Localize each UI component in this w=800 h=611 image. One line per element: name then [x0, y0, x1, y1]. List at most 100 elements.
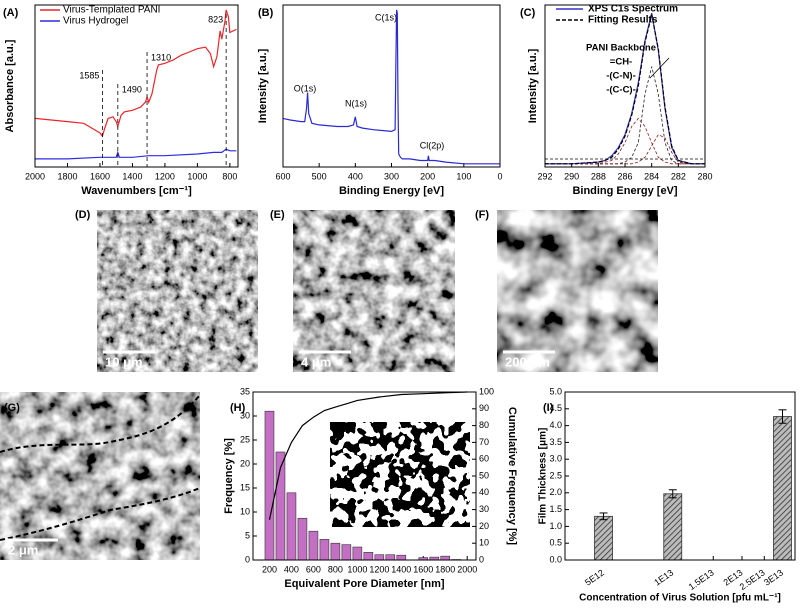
bar: [773, 416, 792, 561]
annotation: -(C-C)-: [606, 85, 636, 96]
x-tick-label: 400: [284, 564, 299, 574]
histogram-bar: [330, 542, 341, 561]
y-tick-label: 30: [240, 410, 250, 420]
y-axis-label: Film Thickness [μm]: [538, 428, 549, 525]
fit-component: [545, 117, 705, 165]
bar: [663, 493, 683, 561]
x-tick-label: 300: [384, 171, 399, 181]
x-tick-label: 292: [537, 171, 552, 181]
peak-label: 1490: [122, 84, 142, 94]
x-tick-label: 1000: [347, 564, 367, 574]
panel-label: (E): [270, 209, 285, 221]
y2-tick-label: 40: [479, 487, 489, 497]
y-tick-label: 2.5: [549, 470, 562, 480]
plot-frame: [282, 4, 501, 168]
y-tick-label: 2.0: [549, 487, 562, 497]
panel-label: (B): [258, 7, 274, 19]
boundary-line: [0, 487, 201, 541]
y-tick-label: 1.5: [549, 504, 562, 514]
plot-frame: [252, 391, 477, 561]
y-tick-label: 20: [240, 458, 250, 468]
scale-bar-label: 200 nm: [505, 354, 550, 369]
series-line: [34, 9, 237, 138]
x-tick-label: 288: [591, 171, 606, 181]
y-tick-label: 3.0: [549, 454, 562, 464]
histogram-bar: [286, 492, 297, 561]
x-axis-label: Binding Energy [eV]: [572, 185, 677, 197]
y-tick-label: 5.0: [549, 386, 562, 396]
x-tick-label: 284: [644, 171, 659, 181]
y-axis-label: Intensity [a.u.]: [257, 48, 269, 123]
histogram-bar: [341, 544, 352, 561]
y2-tick-label: 30: [479, 504, 489, 514]
y2-tick-label: 60: [479, 454, 489, 464]
panel-label: (A): [3, 7, 19, 19]
peak-label: 1310: [151, 52, 171, 62]
x-tick-label: 100: [456, 171, 471, 181]
legend-label: Virus Hydrogel: [63, 16, 128, 27]
histogram-bar: [440, 555, 451, 561]
x-tick-label: 200: [420, 171, 435, 181]
x-tick-label: 400: [348, 171, 363, 181]
annotation: N(1s): [345, 98, 367, 108]
y-tick-label: 25: [240, 434, 250, 444]
x-axis-label: Equivalent Pore Diameter [nm]: [284, 578, 444, 590]
panel-label: (I): [543, 402, 554, 414]
y-axis-label: Frequency [%]: [223, 438, 235, 514]
boundary-line: [0, 394, 201, 453]
x-tick-label: 600: [275, 171, 290, 181]
y-tick-label: 0: [245, 554, 250, 564]
y2-tick-label: 70: [479, 437, 489, 447]
annotation: PANI Backbone: [586, 43, 656, 54]
x-tick-label: 800: [222, 171, 237, 181]
y2-tick-label: 100: [479, 386, 494, 396]
x-axis-label: Binding Energy [eV]: [339, 185, 444, 197]
x-tick-label: 282: [671, 171, 686, 181]
annotation: =CH-: [610, 57, 632, 68]
y-tick-label: 1.0: [549, 521, 562, 531]
series-line: [545, 14, 705, 165]
y2-axis-label: Cumulative Frequency [%]: [506, 407, 518, 545]
x-tick-label: 1400: [391, 564, 411, 574]
legend-label: XPS C1s Spectrum: [588, 4, 678, 15]
x-axis-label: Wavenumbers [cm⁻¹]: [81, 185, 192, 197]
y-tick-label: 35: [240, 386, 250, 396]
x-tick-label: 1600: [413, 564, 433, 574]
annotation: O(1s): [294, 83, 317, 93]
y2-tick-label: 50: [479, 470, 489, 480]
x-tick-label: 500: [312, 171, 327, 181]
panel-label: (C): [520, 7, 536, 19]
y2-tick-label: 80: [479, 420, 489, 430]
x-axis-label: Concentration of Virus Solution [pfu mL⁻…: [579, 593, 781, 604]
x-tick-label: 280: [697, 171, 712, 181]
y-tick-label: 4.0: [549, 420, 562, 430]
histogram-bar: [396, 554, 407, 561]
y2-tick-label: 0: [479, 554, 484, 564]
plot-frame: [544, 4, 706, 168]
y2-tick-label: 10: [479, 538, 489, 548]
y2-tick-label: 20: [479, 521, 489, 531]
y-tick-label: 3.5: [549, 437, 562, 447]
plot-frame: [564, 391, 796, 561]
bar: [594, 515, 613, 561]
y-axis-label: Absorbance [a.u.]: [4, 39, 16, 132]
x-tick-label: 2000: [457, 564, 477, 574]
x-tick-label: 1200: [155, 171, 175, 181]
annotation: -(C-N)-: [606, 71, 636, 82]
series-line: [282, 9, 500, 165]
peak-label: 1585: [79, 70, 99, 80]
x-tick-label: 0: [497, 171, 502, 181]
scale-bar-label: 10 μm: [105, 354, 143, 369]
panel-label: (D): [75, 209, 91, 221]
panel-label: (H): [230, 402, 246, 414]
annotation: Cl(2p): [420, 140, 445, 150]
sem-image: [293, 210, 455, 372]
y-axis-label: Intensity [a.u.]: [527, 48, 539, 123]
histogram-bar: [363, 552, 374, 561]
panel-label: (G): [4, 402, 20, 414]
histogram-bar: [374, 554, 385, 561]
sem-image: [97, 210, 258, 372]
x-tick-label: 290: [564, 171, 579, 181]
pointer: [649, 57, 670, 79]
peak-label: 823: [208, 14, 223, 24]
